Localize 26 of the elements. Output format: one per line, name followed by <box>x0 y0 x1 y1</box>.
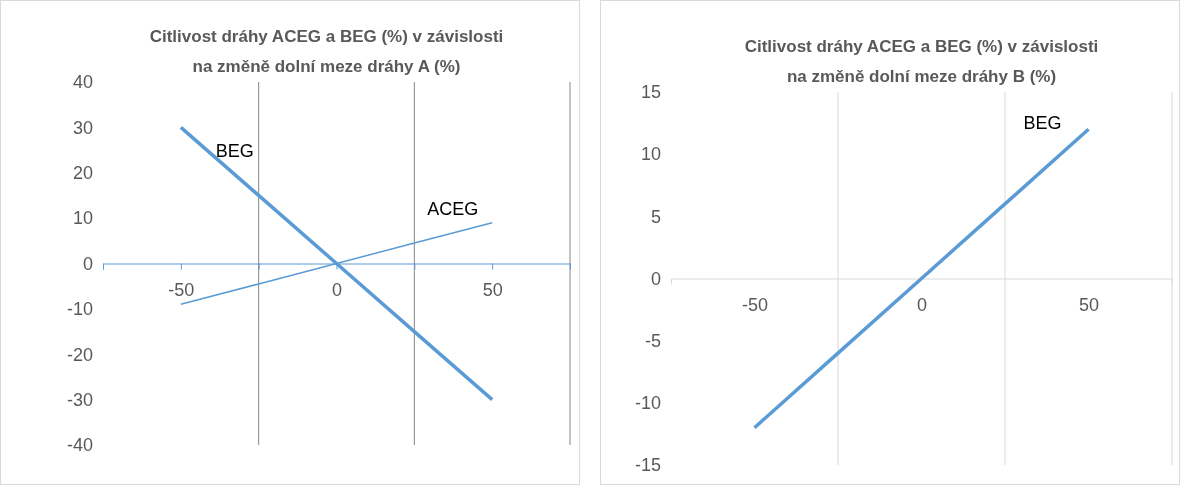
y-tick-label: -10 <box>634 393 661 414</box>
x-tick-label: 0 <box>916 295 928 316</box>
y-tick-label: -30 <box>66 389 93 410</box>
x-tick-label: -50 <box>168 280 195 301</box>
y-tick-label: 40 <box>72 72 93 93</box>
y-tick-label: 20 <box>72 163 93 184</box>
y-tick-label: 10 <box>72 208 93 229</box>
x-tick-label: 50 <box>482 280 503 301</box>
y-tick-label: 15 <box>640 82 661 103</box>
y-tick-label: 10 <box>640 144 661 165</box>
series-label: BEG <box>1023 113 1062 134</box>
series-label: BEG <box>215 141 254 162</box>
y-tick-label: -15 <box>634 455 661 476</box>
x-tick-label: -50 <box>741 295 769 316</box>
y-tick-label: -20 <box>66 344 93 365</box>
chart-title: Citlivost dráhy ACEG a BEG (%) v závislosti na změně dolní meze dráhy B (%) <box>744 37 1099 86</box>
x-tick-label: 0 <box>331 280 343 301</box>
chart-title: Citlivost dráhy ACEG a BEG (%) v závislosti na změně dolní meze dráhy A (%) <box>149 27 504 76</box>
x-tick-label: 50 <box>1078 295 1100 316</box>
y-tick-label: -10 <box>66 299 93 320</box>
y-tick-label: 30 <box>72 117 93 138</box>
y-tick-label: 5 <box>650 206 661 227</box>
y-tick-label: -5 <box>644 330 661 351</box>
y-tick-label: 0 <box>82 253 93 274</box>
series-label: ACEG <box>427 198 479 219</box>
y-tick-label: -40 <box>66 435 93 456</box>
